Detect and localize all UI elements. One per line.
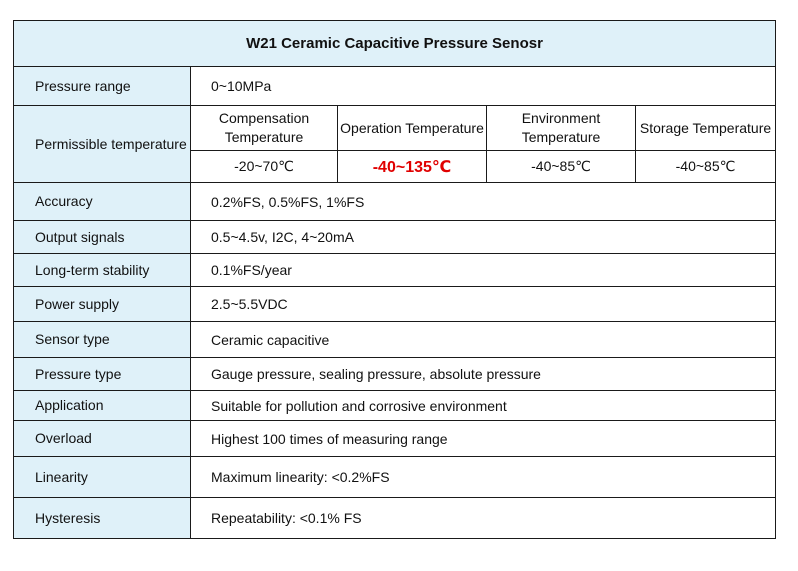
table-row-pressure-range: Pressure range 0~10MPa [13, 66, 777, 106]
table-row-accuracy: Accuracy 0.2%FS, 0.5%FS, 1%FS [13, 182, 777, 221]
table-title: W21 Ceramic Capacitive Pressure Senosr [12, 20, 777, 67]
table-row-permissible-temperature: Permissible temperature Compensation Tem… [13, 105, 777, 183]
table-row-temperature-values: -20~70℃ -40~135℃ -40~85℃ -40~85℃ [14, 150, 777, 183]
row-value: 0~10MPa [189, 66, 777, 106]
table-row-power-supply: Power supply 2.5~5.5VDC [13, 286, 777, 322]
temp-value-environment: -40~85℃ [486, 150, 636, 183]
row-label: Pressure type [13, 357, 191, 391]
table-row-hysteresis: Hysteresis Repeatability: <0.1% FS [13, 497, 777, 539]
row-value: Gauge pressure, sealing pressure, absolu… [189, 357, 777, 391]
title-row: W21 Ceramic Capacitive Pressure Senosr [12, 20, 777, 67]
spec-table: W21 Ceramic Capacitive Pressure Senosr P… [12, 20, 777, 539]
row-label: Hysteresis [13, 497, 191, 539]
row-label: Power supply [13, 286, 191, 322]
table-row-pressure-type: Pressure type Gauge pressure, sealing pr… [13, 357, 777, 391]
row-label: Permissible temperature [13, 105, 191, 183]
row-value: 0.1%FS/year [189, 253, 777, 287]
row-label: Linearity [13, 456, 191, 498]
row-label: Accuracy [13, 182, 191, 221]
temp-value-compensation: -20~70℃ [190, 150, 338, 183]
table-row-linearity: Linearity Maximum linearity: <0.2%FS [13, 456, 777, 498]
row-value: Ceramic capacitive [189, 321, 777, 358]
row-label: Overload [13, 420, 191, 457]
table-row-long-term-stability: Long-term stability 0.1%FS/year [13, 253, 777, 287]
row-value: 0.5~4.5v, I2C, 4~20mA [189, 220, 777, 254]
row-value: 2.5~5.5VDC [189, 286, 777, 322]
temp-heading-compensation: Compensation Temperature [190, 105, 338, 151]
temp-value-operation: -40~135℃ [337, 150, 487, 183]
table-row-application: Application Suitable for pollution and c… [13, 390, 777, 421]
row-label: Output signals [13, 220, 191, 254]
table-row-sensor-type: Sensor type Ceramic capacitive [13, 321, 777, 358]
row-value: 0.2%FS, 0.5%FS, 1%FS [189, 182, 777, 221]
temp-heading-environment: Environment Temperature [486, 105, 636, 151]
table-row-output-signals: Output signals 0.5~4.5v, I2C, 4~20mA [13, 220, 777, 254]
row-label: Sensor type [13, 321, 191, 358]
row-value: Maximum linearity: <0.2%FS [189, 456, 777, 498]
row-value: Highest 100 times of measuring range [189, 420, 777, 457]
row-label: Long-term stability [13, 253, 191, 287]
row-label: Pressure range [13, 66, 191, 106]
temp-value-storage: -40~85℃ [634, 150, 777, 183]
temp-heading-storage: Storage Temperature [634, 105, 777, 151]
temp-heading-operation: Operation Temperature [337, 105, 487, 151]
table-row-overload: Overload Highest 100 times of measuring … [13, 420, 777, 457]
row-value: Repeatability: <0.1% FS [189, 497, 777, 539]
row-value: Suitable for pollution and corrosive env… [189, 390, 777, 421]
row-label: Application [13, 390, 191, 421]
